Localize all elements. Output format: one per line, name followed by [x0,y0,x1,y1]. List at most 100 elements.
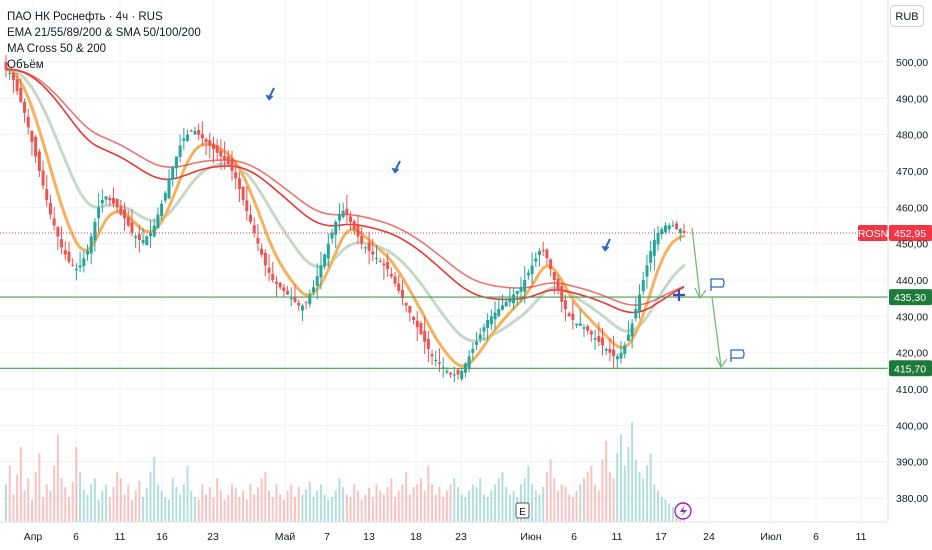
candle-body [208,140,212,146]
y-tick-label: 470,00 [896,166,928,178]
candle-body [178,145,182,157]
candle-body [382,263,386,266]
candle-body [337,214,341,221]
candle-body [308,294,312,305]
volume-bar [331,497,334,522]
candle-body [467,356,471,368]
candle-body [219,150,223,157]
x-tick-label: 24 [703,531,715,543]
volume-bar [342,487,345,522]
indicator-ema-sma[interactable]: EMA 21/55/89/200 & SMA 50/100/200 [7,27,201,39]
candle-body [245,200,249,211]
volume-bar [471,484,474,522]
volume-bar [557,490,560,522]
volume-bar [93,478,96,522]
candle-body [252,225,256,233]
indicator-ma-cross[interactable]: MA Cross 50 & 200 [7,43,107,55]
volume-bar [620,434,623,522]
volume-bar [338,478,341,522]
volume-bar [301,494,304,522]
candle-body [4,62,8,70]
y-tick-label: 380,00 [896,493,928,505]
volume-bar [434,494,437,522]
candle-body [534,258,538,262]
chart-title[interactable]: ПАО НК Роснефть · 4ч · RUS [7,11,163,23]
candle-body [141,240,145,243]
volume-bar [623,465,626,522]
volume-bar [382,494,385,522]
candle-body [74,269,78,271]
volume-bar [397,490,400,522]
volume-bar [564,487,567,522]
candle-body [363,247,367,249]
ema-slow-line [4,67,686,343]
candle-body [619,352,623,359]
candle-body [30,130,34,142]
candle-body [156,214,160,228]
volume-bar [19,447,22,522]
volume-bar [30,499,33,522]
candle-body [56,227,60,237]
candle-body [152,225,156,237]
candle-body [200,134,204,139]
candle-body [445,370,449,373]
candle-body [26,116,30,128]
candle-body [408,305,412,313]
candle-body [82,258,86,267]
volume-bar [401,484,404,522]
candle-body [400,289,404,299]
level-badge-1 [889,360,932,377]
volume-bar [645,465,648,522]
candle-body [319,265,323,278]
candle-body [593,338,597,340]
volume-bar [419,478,422,522]
candle-body [186,134,190,141]
volume-bar [649,453,652,522]
candle-body [271,273,275,280]
volume-bar [327,499,330,522]
volume-bar [134,490,137,522]
candle-body [386,262,390,270]
volume-bar [497,478,500,522]
volume-bar [271,497,274,522]
volume-bar [234,488,237,522]
volume-bar [316,490,319,522]
candle-body [426,339,430,350]
candle-body [597,336,601,342]
chart-legend: ПАО НК Роснефть · 4ч · RUS EMA 21/55/89/… [7,9,201,73]
candle-body [512,294,516,304]
currency-button[interactable]: RUB [890,5,924,27]
indicator-volume[interactable]: Объём [7,59,44,71]
candle-body [312,287,316,292]
support-levels[interactable]: 435,30 415,70 [0,289,932,377]
candle-body [304,301,308,303]
volume-bar [345,494,348,522]
y-tick-label: 400,00 [896,420,928,432]
volume-bar [86,494,89,522]
volume-bar [534,490,537,522]
candle-body [41,170,45,186]
candle-body [604,349,608,351]
candle-body [289,298,293,300]
volume-bar [275,484,278,522]
candle-body [197,129,201,135]
candle-body [523,280,527,292]
candle-body [419,323,423,335]
volume-bar [671,507,674,522]
volume-bar [116,472,119,522]
volume-bar [153,457,156,522]
candle-body [167,178,171,199]
candle-body [215,144,219,153]
volume-bar [212,497,215,522]
volume-bar [156,484,159,522]
volume-bar [668,503,671,522]
volume-bar [445,490,448,522]
candle-body [67,251,71,262]
volume-bar [549,459,552,522]
volume-bar [79,472,82,522]
volume-bar [638,472,641,522]
candle-body [460,370,464,380]
volume-bar [634,459,637,522]
volume-bar [379,490,382,522]
